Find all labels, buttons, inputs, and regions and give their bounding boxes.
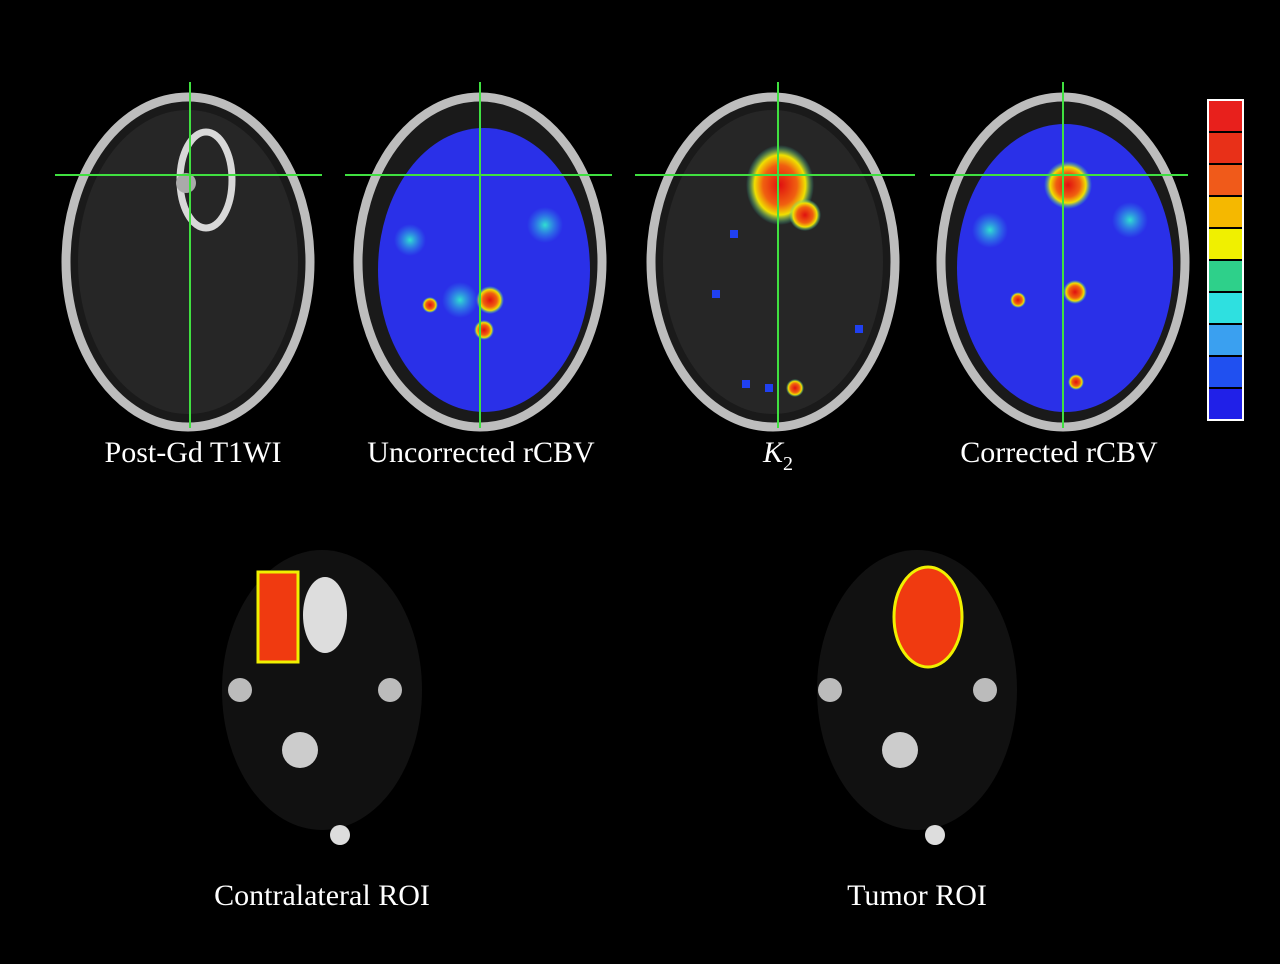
perfusion-spot [394, 224, 426, 256]
brain-map [817, 550, 1017, 830]
k2-voxel [712, 290, 720, 298]
perfusion-spot [1044, 161, 1092, 209]
roi [892, 565, 964, 669]
color-swatch [1207, 291, 1244, 325]
panel-k2 [646, 92, 900, 432]
perfusion-spot [474, 320, 494, 340]
color-swatch [1207, 323, 1244, 357]
panel-label: Uncorrected rCBV [367, 436, 595, 469]
roi-contralateral [222, 550, 422, 845]
k2-voxel [730, 230, 738, 238]
color-swatch [1207, 355, 1244, 389]
k2-voxel [765, 384, 773, 392]
perfusion-spot [422, 297, 438, 313]
perfusion-spot [1068, 374, 1084, 390]
color-bar-frame [1207, 99, 1244, 421]
bright-region [228, 678, 252, 702]
k2-hotspot [789, 199, 821, 231]
bright-region [282, 732, 318, 768]
label-sub: 2 [783, 453, 793, 475]
bright-region [973, 678, 997, 702]
k2-voxel [742, 380, 750, 388]
bright-region [303, 577, 347, 653]
color-swatch [1207, 195, 1244, 229]
perfusion-spot [527, 207, 563, 243]
color-swatch [1207, 131, 1244, 165]
perfusion-map [378, 128, 590, 412]
label-main: K [762, 436, 785, 469]
bright-region [378, 678, 402, 702]
roi [256, 570, 300, 664]
panel-label: K2 [762, 436, 793, 475]
perfusion-spot [1112, 202, 1148, 238]
panel-label: Post-Gd T1WI [105, 436, 282, 469]
color-swatch [1207, 99, 1244, 133]
perfusion-spot [476, 286, 504, 314]
color-swatch [1207, 259, 1244, 293]
panel-label: Tumor ROI [847, 879, 987, 912]
bright-region [882, 732, 918, 768]
k2-voxel [855, 325, 863, 333]
perfusion-spot [972, 212, 1008, 248]
perfusion-map [957, 124, 1173, 412]
color-swatch [1207, 163, 1244, 197]
panel-t1wi [61, 92, 315, 432]
k2-hotspot [786, 379, 804, 397]
brain [78, 110, 298, 414]
perfusion-spot [1063, 280, 1087, 304]
roi-tumor [817, 550, 1017, 845]
bright-region [818, 678, 842, 702]
color-bar [1207, 99, 1244, 421]
perfusion-spot [1010, 292, 1026, 308]
perfusion-spot [442, 282, 478, 318]
bright-region [925, 825, 945, 845]
brain [663, 110, 883, 414]
panel-label: Contralateral ROI [214, 879, 430, 912]
panel-label: Corrected rCBV [960, 436, 1158, 469]
crosshairs [55, 82, 1188, 428]
color-swatch [1207, 227, 1244, 261]
bright-region [330, 825, 350, 845]
color-swatch [1207, 387, 1244, 421]
